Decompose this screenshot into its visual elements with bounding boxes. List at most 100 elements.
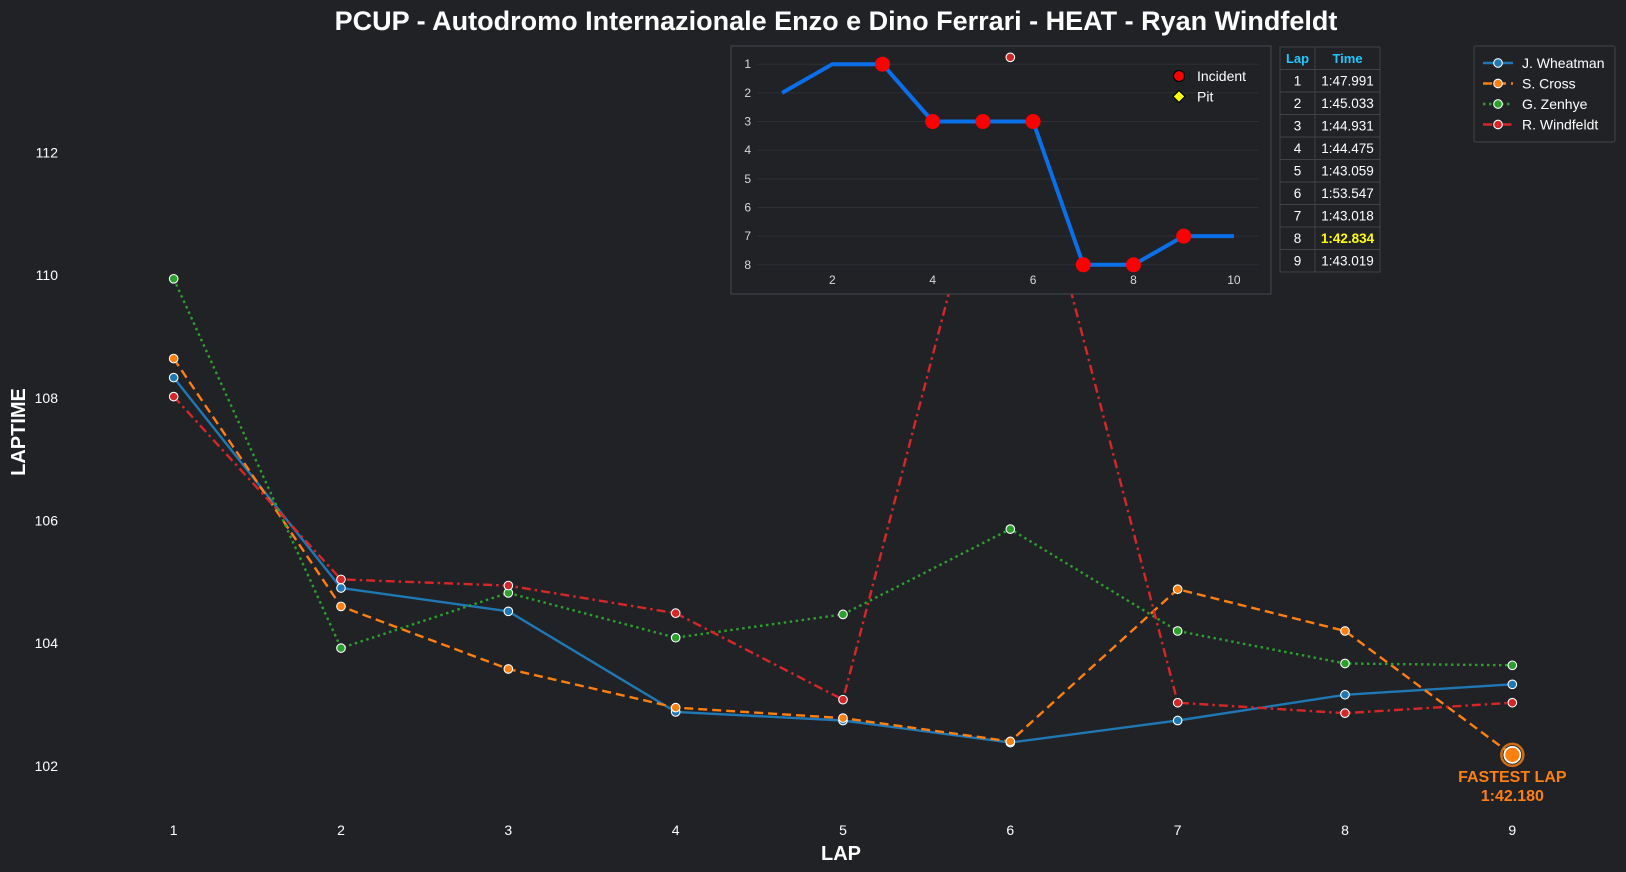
inset-y-tick: 5 <box>744 172 751 186</box>
inset-y-tick: 3 <box>744 115 751 129</box>
y-tick-label: 108 <box>35 390 59 406</box>
incident-marker <box>975 114 991 130</box>
table-cell-time: 1:43.059 <box>1321 164 1374 179</box>
legend-label: R. Windfeldt <box>1522 117 1598 133</box>
series-point <box>670 702 681 713</box>
inset-x-tick: 8 <box>1130 273 1137 287</box>
incident-marker <box>925 114 941 130</box>
inset-x-tick: 10 <box>1227 273 1241 287</box>
series-point <box>1172 697 1183 708</box>
series-point <box>336 643 346 653</box>
series-point <box>168 391 179 402</box>
inset-y-tick: 1 <box>744 57 751 71</box>
legend-swatch-marker <box>1493 119 1503 130</box>
y-tick-label: 104 <box>35 635 59 651</box>
inset-x-tick: 2 <box>829 273 836 287</box>
fastest-lap-time: 1:42.180 <box>1481 788 1544 805</box>
x-tick-label: 4 <box>672 822 680 838</box>
main-legend: J. Wheatman S. Cross G. Zenhye R. Windfeldt <box>1473 45 1616 143</box>
series-point <box>503 664 514 674</box>
fastest-lap-marker <box>1503 745 1522 764</box>
x-tick-label: 9 <box>1508 822 1516 838</box>
table-cell-time: 1:44.475 <box>1321 141 1374 156</box>
series-point <box>503 580 514 591</box>
x-tick-label: 5 <box>839 822 847 838</box>
table-cell-time: 1:42.834 <box>1321 231 1375 246</box>
table-cell-lap: 3 <box>1294 119 1302 134</box>
series-point <box>1172 626 1183 636</box>
series-point <box>336 583 346 593</box>
legend-swatch-marker <box>1493 99 1503 109</box>
inset-y-tick: 2 <box>744 86 751 100</box>
inset-legend-label: Pit <box>1197 89 1213 105</box>
y-tick-label: 102 <box>35 758 59 774</box>
inset-legend-pit-swatch <box>1172 89 1186 104</box>
inset-y-tick: 7 <box>744 229 751 243</box>
x-axis-label: LAP <box>821 843 861 865</box>
legend-label: S. Cross <box>1522 76 1576 92</box>
incident-marker <box>1126 257 1141 273</box>
incident-marker <box>875 56 890 72</box>
table-cell-lap: 1 <box>1294 74 1302 89</box>
table-cell-time: 1:43.018 <box>1321 209 1374 224</box>
lap-times-table: Lap Time 1 1:47.991 2 1:45.033 3 1:44.931 4 1:44.… <box>1279 46 1381 273</box>
series-point <box>1172 715 1183 726</box>
legend-swatch-marker <box>1493 58 1503 68</box>
table-cell-time: 1:47.991 <box>1321 74 1374 89</box>
table-cell-lap: 7 <box>1294 209 1302 224</box>
legend-frame <box>1473 45 1616 143</box>
main-series-points <box>168 52 1518 760</box>
incident-marker <box>1176 228 1192 244</box>
x-tick-label: 8 <box>1341 822 1349 838</box>
series-point <box>1340 658 1350 669</box>
series-point <box>168 273 179 284</box>
series-point <box>838 609 848 620</box>
fastest-lap-ring <box>1500 742 1525 768</box>
inset-y-tick: 6 <box>744 200 751 214</box>
chart-title: PCUP - Autodromo Internazionale Enzo e D… <box>335 6 1338 36</box>
series-point <box>336 574 346 585</box>
table-cell-lap: 4 <box>1294 141 1302 156</box>
series-point <box>1507 697 1518 708</box>
fastest-lap-label: FASTEST LAP <box>1458 769 1567 786</box>
series-point <box>1340 626 1350 636</box>
series-point <box>1172 584 1183 595</box>
y-tick-label: 112 <box>36 144 59 160</box>
table-cell-lap: 2 <box>1294 96 1302 111</box>
legend-label: J. Wheatman <box>1522 55 1604 71</box>
table-cell-time: 1:45.033 <box>1321 96 1374 111</box>
y-tick-label: 106 <box>35 513 59 529</box>
legend-swatch-marker <box>1493 78 1503 89</box>
series-point <box>1340 689 1350 700</box>
x-tick-label: 2 <box>337 822 345 838</box>
inset-x-tick: 6 <box>1030 273 1037 287</box>
series-point <box>168 353 179 364</box>
table-header: Time <box>1332 51 1362 66</box>
incident-marker <box>1025 114 1041 130</box>
x-tick-label: 3 <box>504 822 512 838</box>
series-point <box>838 694 848 705</box>
x-tick-label: 6 <box>1006 822 1014 838</box>
table-cell-time: 1:44.931 <box>1321 119 1374 134</box>
series-point <box>1507 660 1518 671</box>
table-header: Lap <box>1286 51 1309 66</box>
series-point-overflow <box>1005 52 1016 63</box>
legend-label: G. Zenhye <box>1522 96 1588 112</box>
x-tick-label: 7 <box>1174 822 1182 838</box>
series-point <box>838 713 848 723</box>
table-cell-lap: 5 <box>1294 164 1302 179</box>
fastest-lap-annotation: FASTEST LAP 1:42.180 <box>1458 742 1567 805</box>
series-point <box>1507 679 1518 690</box>
series-point <box>1005 736 1016 747</box>
inset-legend-incident-swatch <box>1172 69 1186 83</box>
series-point <box>503 606 514 617</box>
series-point <box>168 372 179 383</box>
series-point <box>1005 524 1016 534</box>
series-point <box>670 632 681 643</box>
y-tick-label: 110 <box>36 267 59 283</box>
inset-y-tick: 4 <box>744 143 751 157</box>
series-point <box>1340 708 1350 719</box>
